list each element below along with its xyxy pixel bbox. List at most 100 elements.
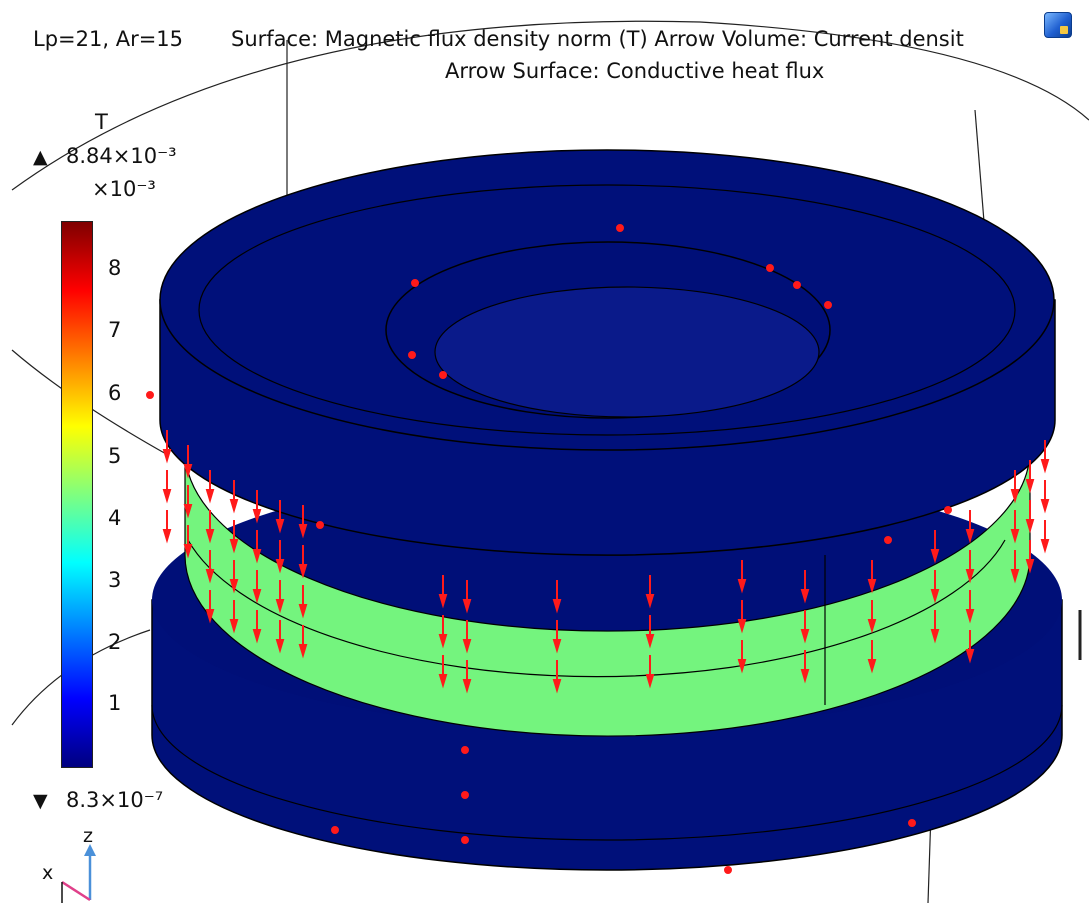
- current-arrowhead: [645, 594, 655, 609]
- heat-flux-arrow: [411, 279, 419, 287]
- current-arrowhead: [737, 659, 747, 674]
- current-arrowhead: [1040, 539, 1050, 554]
- current-arrowhead: [275, 599, 285, 614]
- current-arrowhead: [183, 504, 193, 519]
- current-arrowhead: [965, 529, 975, 544]
- current-arrowhead: [298, 644, 308, 659]
- current-arrowhead: [438, 674, 448, 689]
- current-arrowhead: [867, 579, 877, 594]
- current-arrowhead: [737, 619, 747, 634]
- heat-flux-arrow: [884, 536, 892, 544]
- current-arrowhead: [737, 579, 747, 594]
- current-arrowhead: [438, 634, 448, 649]
- x-axis-label: x: [42, 862, 54, 884]
- colorbar-unit: T: [95, 110, 108, 134]
- bottom-disc-edge: [151, 704, 1063, 841]
- colorbar-tick-label: 4: [108, 506, 122, 530]
- current-arrowhead: [965, 649, 975, 664]
- current-arrowhead: [1010, 529, 1020, 544]
- current-arrowhead: [252, 549, 262, 564]
- current-arrowhead: [645, 634, 655, 649]
- heat-flux-arrow: [824, 301, 832, 309]
- z-axis-label: z: [83, 825, 93, 847]
- current-arrowhead: [162, 489, 172, 504]
- current-arrowhead: [552, 639, 562, 654]
- heat-flux-arrow: [316, 521, 324, 529]
- min-triangle-icon: ▼: [33, 790, 48, 812]
- current-arrowhead: [1025, 519, 1035, 534]
- current-arrowhead: [252, 589, 262, 604]
- colorbar-tick-label: 2: [108, 630, 122, 654]
- heat-flux-arrow: [146, 391, 154, 399]
- current-arrowhead: [229, 579, 239, 594]
- current-arrowhead: [252, 629, 262, 644]
- heat-flux-arrow: [616, 224, 624, 232]
- plot-title-line2: Arrow Surface: Conductive heat flux: [445, 59, 825, 83]
- current-arrowhead: [930, 549, 940, 564]
- current-arrowhead: [162, 529, 172, 544]
- heat-flux-arrow: [793, 281, 801, 289]
- colorbar-tick-label: 7: [108, 318, 122, 342]
- parameter-label: Lp=21, Ar=15: [33, 27, 184, 51]
- current-arrowhead: [229, 539, 239, 554]
- current-arrowhead: [298, 524, 308, 539]
- current-arrowhead: [438, 594, 448, 609]
- current-arrowhead: [275, 559, 285, 574]
- current-arrowhead: [205, 489, 215, 504]
- z-axis-arrowhead: [84, 844, 96, 856]
- current-arrowhead: [462, 599, 472, 614]
- background-boundary-arc: [11, 20, 1089, 191]
- top-disc-inner-ring: [198, 184, 1016, 436]
- current-arrowhead: [229, 499, 239, 514]
- current-arrowhead: [462, 679, 472, 694]
- current-arrowhead: [867, 619, 877, 634]
- current-arrowhead: [205, 569, 215, 584]
- current-arrowhead: [252, 509, 262, 524]
- heat-flux-arrow: [461, 836, 469, 844]
- heat-flux-arrow: [461, 746, 469, 754]
- current-arrowhead: [183, 544, 193, 559]
- current-arrowhead: [800, 629, 810, 644]
- heat-flux-arrow: [331, 826, 339, 834]
- current-arrowhead: [1010, 489, 1020, 504]
- colorbar-tick-label: 3: [108, 568, 122, 592]
- colorbar-tick-label: 6: [108, 381, 122, 405]
- current-arrowhead: [1010, 569, 1020, 584]
- current-arrowhead: [930, 589, 940, 604]
- current-arrowhead: [205, 529, 215, 544]
- current-arrowhead: [867, 659, 877, 674]
- heat-flux-arrow: [408, 351, 416, 359]
- current-arrowhead: [1040, 499, 1050, 514]
- heat-flux-arrow: [724, 866, 732, 874]
- current-arrowhead: [1025, 479, 1035, 494]
- current-arrowhead: [462, 639, 472, 654]
- current-arrowhead: [298, 564, 308, 579]
- current-arrowhead: [552, 679, 562, 694]
- current-arrowhead: [183, 464, 193, 479]
- coil-band-edge: [187, 539, 1006, 678]
- colorbar-min-value: 8.3×10⁻⁷: [66, 788, 164, 812]
- current-arrowhead: [800, 589, 810, 604]
- current-arrowhead: [229, 619, 239, 634]
- current-arrowhead: [1025, 559, 1035, 574]
- current-arrowhead: [275, 639, 285, 654]
- heat-flux-arrow: [461, 791, 469, 799]
- current-arrowhead: [275, 519, 285, 534]
- current-density-arrows: [146, 224, 1050, 874]
- heat-flux-arrow: [908, 819, 916, 827]
- heat-flux-arrow: [439, 371, 447, 379]
- colorbar-tick-label: 5: [108, 444, 122, 468]
- current-arrowhead: [965, 609, 975, 624]
- colorbar-max-value: 8.84×10⁻³: [66, 144, 177, 168]
- current-arrowhead: [162, 449, 172, 464]
- render-options-icon[interactable]: [1044, 12, 1072, 38]
- current-arrowhead: [930, 629, 940, 644]
- current-arrowhead: [965, 569, 975, 584]
- current-arrowhead: [552, 599, 562, 614]
- x-axis-line: [61, 880, 91, 902]
- colorbar-tick-label: 8: [108, 256, 122, 280]
- plot-title-line1: Surface: Magnetic flux density norm (T) …: [231, 27, 964, 51]
- heat-flux-arrow: [766, 264, 774, 272]
